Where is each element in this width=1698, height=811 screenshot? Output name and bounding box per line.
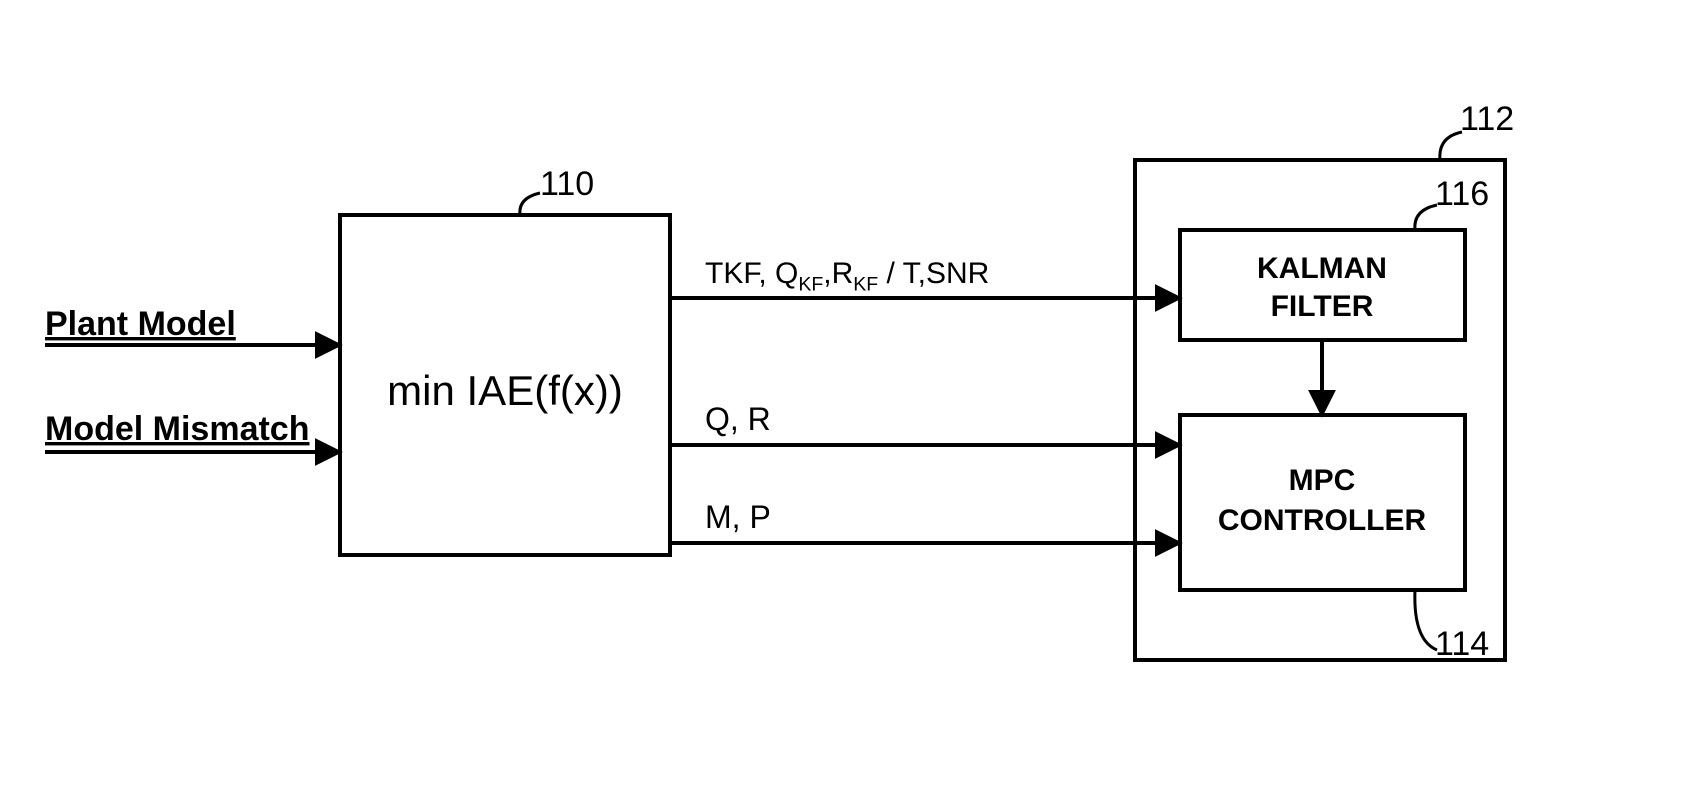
controller-group-leader [1440, 132, 1462, 160]
signal-mp-label: M, P [705, 499, 771, 535]
optimizer-leader [520, 193, 540, 215]
kalman-box [1180, 230, 1465, 340]
kalman-text-1: KALMAN [1257, 252, 1387, 285]
signal-kf-label: TKF, QKF,RKF / T,SNR [705, 257, 989, 296]
optimizer-ref: 110 [540, 165, 594, 203]
controller-group-ref: 112 [1460, 100, 1514, 138]
optimizer-text: min IAE(f(x)) [387, 367, 623, 414]
mpc-text-2: CONTROLLER [1218, 504, 1427, 537]
mpc-ref: 114 [1435, 625, 1489, 663]
model-mismatch-label: Model Mismatch [45, 410, 309, 448]
plant-model-label: Plant Model [45, 305, 236, 343]
mpc-box [1180, 415, 1465, 590]
mpc-leader [1415, 590, 1437, 650]
kalman-text-2: FILTER [1271, 290, 1374, 323]
kalman-ref: 116 [1435, 175, 1489, 213]
mpc-text-1: MPC [1289, 464, 1356, 497]
kalman-leader [1415, 205, 1437, 230]
signal-qr-label: Q, R [705, 401, 771, 437]
